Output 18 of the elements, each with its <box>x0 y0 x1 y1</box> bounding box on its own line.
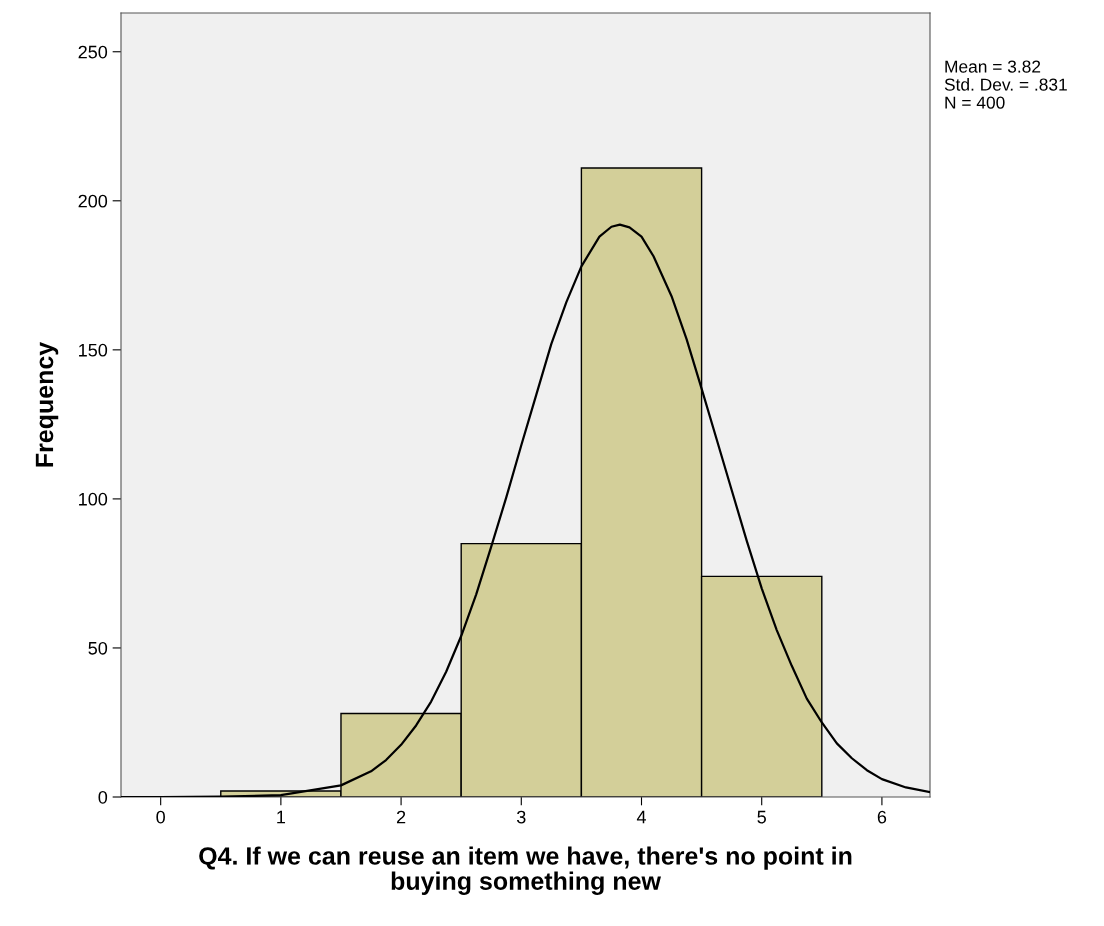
y-tick-label: 250 <box>78 45 108 59</box>
text: N = 400 <box>945 96 1005 109</box>
x-tick-label: 3 <box>516 810 526 824</box>
x-tick-label: 4 <box>636 810 646 824</box>
y-axis-title: Frequency <box>35 341 59 467</box>
x-tick-label: 0 <box>156 810 165 824</box>
y-tick-label: 50 <box>88 641 108 655</box>
y-tick-label: 200 <box>78 194 108 208</box>
x-tick-label: 2 <box>396 810 406 824</box>
text: Std. Dev. = .831 <box>944 78 1067 91</box>
x-tick-label: 1 <box>277 810 286 824</box>
y-tick-label: 100 <box>79 492 108 506</box>
x-axis-title: Q4. If we can reuse an item we have, there's no point in buying something new <box>199 846 852 895</box>
y-tick-label: 0 <box>98 790 108 804</box>
y-tick-label: 150 <box>79 343 108 357</box>
x-tick-label: 6 <box>877 810 887 824</box>
text: Mean = 3.82 <box>945 60 1041 73</box>
x-tick-label: 5 <box>757 810 766 824</box>
